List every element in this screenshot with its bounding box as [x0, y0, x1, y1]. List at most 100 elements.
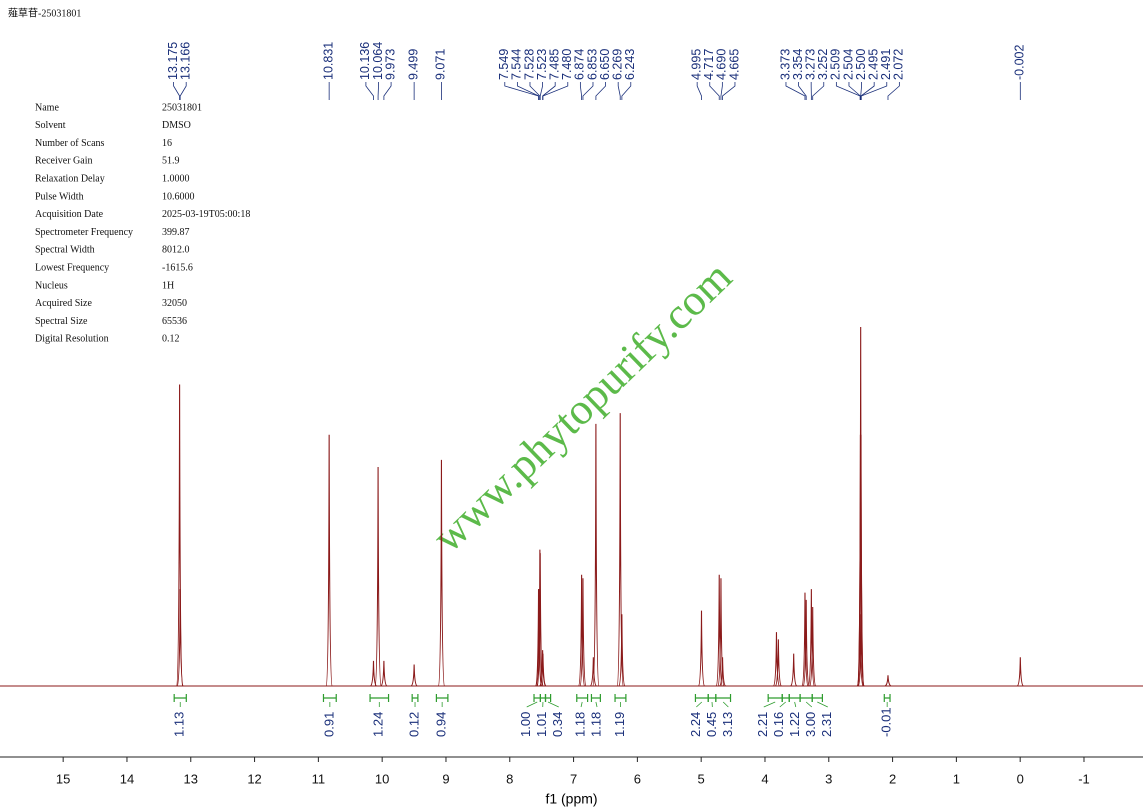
- integral-label: 1.18: [588, 712, 603, 737]
- peak: [697, 610, 706, 687]
- param-value: 32050: [162, 298, 187, 309]
- x-tick-label: 9: [442, 771, 449, 786]
- param-name: Receiver Gain: [35, 156, 92, 167]
- x-tick-label: 8: [506, 771, 513, 786]
- peak-connector: [835, 82, 861, 100]
- param-name: Acquired Size: [35, 298, 92, 309]
- peak-label: 2.491: [879, 49, 893, 80]
- integral-connector: [794, 701, 797, 708]
- integral-bracket: [799, 694, 813, 702]
- peak-label: 7.485: [547, 49, 561, 80]
- integral-bracket: [544, 694, 552, 702]
- integral-label: 0.12: [406, 712, 421, 737]
- peak-connector: [579, 82, 583, 100]
- x-tick-label: -1: [1078, 771, 1090, 786]
- integral-connector: [817, 701, 828, 708]
- integral-label: 0.94: [434, 712, 449, 737]
- param-value: -1615.6: [162, 262, 193, 273]
- integral-bracket: [173, 694, 187, 702]
- peak-connector: [798, 82, 807, 100]
- peak-connector: [542, 82, 569, 100]
- peak-connector: [365, 82, 374, 100]
- peak: [774, 639, 782, 687]
- integral-connector: [805, 701, 813, 708]
- peak-label: 3.354: [791, 49, 805, 80]
- peak-connector: [621, 82, 632, 100]
- x-axis-label: f1 (ppm): [545, 791, 597, 807]
- integral-label: -0.01: [879, 707, 894, 737]
- integral-label: 1.19: [612, 712, 627, 737]
- integral-bracket: [767, 694, 783, 702]
- peak-label: 4.665: [727, 49, 741, 80]
- param-value: DMSO: [162, 120, 191, 131]
- peak-label: 13.175: [166, 42, 180, 80]
- peak-label: 7.523: [535, 49, 549, 80]
- param-name: Spectrometer Frequency: [35, 227, 133, 238]
- x-tick-label: 15: [56, 771, 70, 786]
- peak: [715, 574, 723, 687]
- peak-label: 3.252: [816, 49, 830, 80]
- param-name: Nucleus: [35, 280, 68, 291]
- watermark: www.phytopurify.com: [423, 252, 741, 562]
- param-value: 16: [162, 138, 172, 149]
- integral-connector: [696, 701, 703, 708]
- peak-label: 2.495: [866, 49, 880, 80]
- integral-bracket: [883, 694, 891, 702]
- peak-label: 6.650: [598, 49, 612, 80]
- param-value: 2025-03-19T05:00:18: [162, 209, 250, 220]
- peak: [176, 589, 184, 687]
- peak: [809, 607, 817, 687]
- peak: [717, 578, 725, 687]
- integral-bracket: [614, 694, 627, 702]
- peak-label: 2.500: [854, 49, 868, 80]
- peak: [579, 578, 587, 687]
- param-value: 399.87: [162, 227, 190, 238]
- integral-label: 2.21: [755, 712, 770, 737]
- peak-connector: [696, 82, 702, 100]
- peak-connector: [812, 82, 825, 100]
- integral-bracket: [788, 694, 801, 702]
- integral-label: 1.22: [787, 712, 802, 737]
- peak-connector: [860, 82, 888, 100]
- integral-bracket: [369, 694, 390, 702]
- integral-label: 3.13: [720, 712, 735, 737]
- integral-label: 1.18: [572, 712, 587, 737]
- peak-connector: [383, 82, 392, 100]
- peak: [1016, 657, 1024, 687]
- peak: [790, 653, 798, 687]
- integral-bracket: [715, 694, 732, 702]
- integral-label: 3.00: [803, 712, 818, 737]
- peak-connector: [785, 82, 806, 100]
- peak-label: 4.690: [715, 49, 729, 80]
- peak-label: 7.544: [510, 49, 524, 80]
- peak-label: 4.995: [689, 49, 703, 80]
- peak-connector: [709, 82, 720, 100]
- param-name: Acquisition Date: [35, 209, 104, 220]
- peak: [802, 599, 810, 687]
- peak-label: 6.243: [623, 49, 637, 80]
- peak-label: 10.831: [321, 42, 335, 80]
- peak-label: 2.509: [829, 49, 843, 80]
- param-name: Pulse Width: [35, 191, 84, 202]
- peak: [857, 434, 865, 687]
- param-value: 10.6000: [162, 191, 195, 202]
- x-tick-label: 0: [1017, 771, 1024, 786]
- integral-connector: [779, 701, 786, 708]
- param-name: Spectral Width: [35, 245, 95, 256]
- integral-connector: [580, 701, 583, 708]
- peak-label: 7.549: [497, 49, 511, 80]
- peak-label: 6.874: [573, 49, 587, 80]
- peak-connector: [887, 82, 900, 100]
- param-name: Name: [35, 102, 59, 113]
- param-name: Solvent: [35, 120, 66, 131]
- param-value: 51.9: [162, 156, 180, 167]
- peak-connector: [539, 82, 543, 100]
- param-name: Digital Resolution: [35, 334, 109, 345]
- peak: [807, 589, 815, 687]
- integral-label: 1.13: [172, 712, 187, 737]
- peak-label: 6.853: [585, 49, 599, 80]
- peak-label: 2.504: [841, 49, 855, 80]
- integral-connector: [722, 701, 729, 708]
- x-tick-label: 7: [570, 771, 577, 786]
